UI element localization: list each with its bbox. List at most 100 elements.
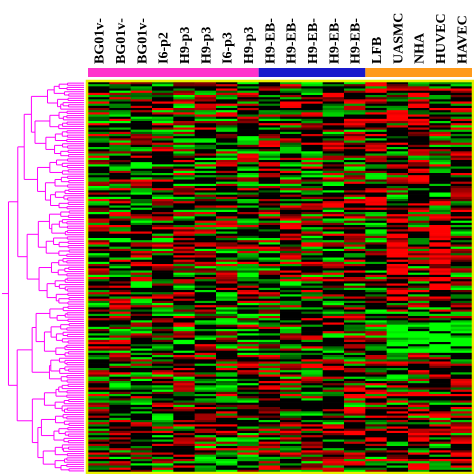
heatmap-cell bbox=[429, 244, 451, 247]
heatmap-cell bbox=[194, 259, 217, 263]
heatmap-cell bbox=[450, 101, 473, 104]
heatmap-cell bbox=[152, 201, 174, 204]
heatmap-cell bbox=[152, 281, 174, 284]
heatmap-cell bbox=[237, 394, 259, 397]
heatmap-cell bbox=[194, 331, 217, 334]
heatmap-cell bbox=[429, 324, 451, 328]
heatmap-cell bbox=[173, 129, 195, 133]
heatmap-cell bbox=[301, 309, 323, 312]
heatmap-cell bbox=[216, 136, 238, 139]
heatmap-cell bbox=[344, 149, 366, 152]
heatmap-cell bbox=[237, 359, 259, 362]
heatmap-cell bbox=[301, 199, 323, 202]
heatmap-cell bbox=[173, 272, 195, 276]
heatmap-cell bbox=[365, 326, 387, 330]
heatmap-cell bbox=[322, 103, 345, 107]
heatmap-cell bbox=[408, 316, 430, 319]
heatmap-cell bbox=[450, 407, 473, 410]
heatmap-cell bbox=[152, 409, 174, 412]
heatmap-cell bbox=[109, 294, 131, 297]
heatmap-cell bbox=[109, 235, 131, 239]
heatmap-cell bbox=[258, 372, 281, 375]
heatmap-cell bbox=[344, 277, 366, 280]
heatmap-cell bbox=[216, 88, 238, 91]
heatmap-cell bbox=[365, 372, 387, 375]
heatmap-cell bbox=[258, 348, 281, 351]
heatmap-cell bbox=[322, 84, 345, 87]
heatmap-cell bbox=[344, 162, 366, 165]
heatmap-cell bbox=[109, 316, 131, 319]
heatmap-cell bbox=[322, 346, 345, 349]
heatmap-cell bbox=[450, 88, 473, 91]
heatmap-cell bbox=[88, 363, 110, 367]
heatmap-cell bbox=[450, 398, 473, 401]
heatmap-cell bbox=[88, 199, 110, 202]
heatmap-cell bbox=[216, 391, 238, 395]
heatmap-cell bbox=[429, 420, 451, 423]
heatmap-cell bbox=[386, 370, 409, 373]
heatmap-cell bbox=[301, 426, 323, 429]
heatmap-cell bbox=[386, 281, 409, 284]
heatmap-cell bbox=[365, 361, 387, 364]
heatmap-cell bbox=[237, 264, 259, 267]
heatmap-cell bbox=[216, 255, 238, 258]
heatmap-cell bbox=[237, 266, 259, 269]
heatmap-cell bbox=[429, 203, 451, 206]
heatmap-cell bbox=[152, 459, 174, 462]
heatmap-cell bbox=[429, 311, 451, 315]
heatmap-cell bbox=[280, 134, 302, 137]
heatmap-cell bbox=[344, 456, 366, 460]
heatmap-cell bbox=[344, 220, 366, 224]
heatmap-cell bbox=[237, 147, 259, 150]
heatmap-cell bbox=[344, 179, 366, 182]
heatmap-cell bbox=[344, 430, 366, 434]
heatmap-cell bbox=[88, 374, 110, 377]
heatmap-cell bbox=[237, 101, 259, 104]
heatmap-cell bbox=[88, 467, 110, 471]
heatmap-cell bbox=[194, 92, 217, 96]
heatmap-cell bbox=[450, 235, 473, 239]
heatmap-cell bbox=[344, 322, 366, 325]
heatmap-cell bbox=[365, 253, 387, 256]
heatmap-cell bbox=[301, 88, 323, 91]
heatmap-cell bbox=[322, 298, 345, 302]
heatmap-cell bbox=[173, 190, 195, 193]
heatmap-cell bbox=[173, 407, 195, 410]
heatmap-cell bbox=[429, 365, 451, 369]
heatmap-cell bbox=[216, 374, 238, 377]
heatmap-cell bbox=[216, 357, 238, 360]
heatmap-cell bbox=[429, 162, 451, 165]
heatmap-cell bbox=[322, 461, 345, 464]
heatmap-cell bbox=[258, 227, 281, 230]
heatmap-cell bbox=[152, 456, 174, 460]
heatmap-cell bbox=[194, 372, 217, 375]
heatmap-cell bbox=[152, 372, 174, 375]
heatmap-cell bbox=[258, 411, 281, 414]
heatmap-cell bbox=[216, 129, 238, 133]
heatmap-cell bbox=[365, 246, 387, 250]
heatmap-cell bbox=[258, 242, 281, 245]
heatmap-cell bbox=[130, 400, 153, 403]
heatmap-cell bbox=[322, 435, 345, 438]
heatmap-cell bbox=[258, 307, 281, 310]
heatmap-cell bbox=[322, 398, 345, 401]
heatmap-cell bbox=[429, 168, 451, 172]
heatmap-cell bbox=[194, 84, 217, 87]
heatmap-cell bbox=[216, 144, 238, 148]
heatmap-cell bbox=[408, 268, 430, 271]
heatmap-cell bbox=[88, 196, 110, 200]
heatmap-cell bbox=[322, 207, 345, 211]
heatmap-cell bbox=[109, 131, 131, 135]
heatmap-cell bbox=[109, 277, 131, 280]
heatmap-cell bbox=[344, 142, 366, 146]
heatmap-cell bbox=[365, 268, 387, 271]
heatmap-cell bbox=[280, 385, 302, 388]
heatmap-cell bbox=[280, 238, 302, 241]
heatmap-cell bbox=[280, 287, 302, 291]
heatmap-cell bbox=[173, 173, 195, 176]
heatmap-cell bbox=[130, 105, 153, 109]
heatmap-cell bbox=[152, 123, 174, 126]
heatmap-cell bbox=[280, 233, 302, 237]
heatmap-cell bbox=[344, 138, 366, 141]
heatmap-cell bbox=[408, 153, 430, 156]
